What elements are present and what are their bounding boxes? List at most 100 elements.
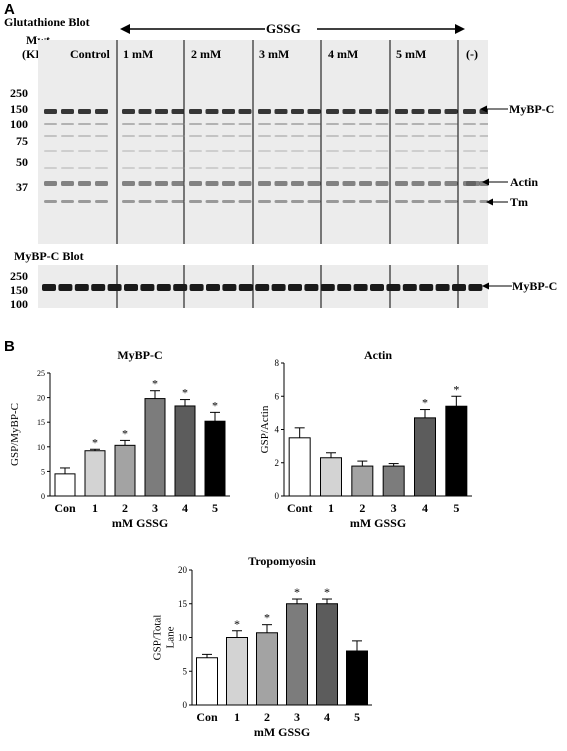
band-mybpc xyxy=(61,109,74,114)
band-tm xyxy=(342,200,356,203)
band-mybpc xyxy=(411,109,425,114)
band-mybpc-total xyxy=(419,284,434,291)
band-mybpc-total xyxy=(107,284,122,291)
band-55 xyxy=(205,167,219,169)
bar xyxy=(174,405,196,497)
band-mybpc xyxy=(463,109,476,114)
y-tick-label: 15 xyxy=(37,418,45,427)
band-actin xyxy=(138,181,152,186)
band-75 xyxy=(463,135,476,137)
significance-star: * xyxy=(324,585,330,599)
band-mybpc-total xyxy=(124,284,138,291)
y-tick-label: 20 xyxy=(37,394,45,403)
band-mybpc-total xyxy=(222,284,237,291)
band-75 xyxy=(258,135,271,137)
band-100 xyxy=(258,123,271,125)
band-tm xyxy=(359,200,372,203)
band-75 xyxy=(61,135,74,137)
band-mybpc-total xyxy=(42,284,56,291)
mw-marker-75: 75 xyxy=(16,134,28,148)
band-100 xyxy=(274,123,288,125)
y-tick-label: 0 xyxy=(275,491,280,501)
y-tick-label: 15 xyxy=(178,599,188,609)
band-60 xyxy=(326,150,339,152)
band-100 xyxy=(238,123,252,125)
band-100 xyxy=(44,123,57,125)
y-tick-label: 0 xyxy=(41,492,45,501)
band-75 xyxy=(395,135,408,137)
y-tick-label: 2 xyxy=(275,458,280,468)
band-75 xyxy=(189,135,202,137)
x-axis-label: mM GSSG xyxy=(350,516,406,530)
band-mybpc-total xyxy=(189,284,204,291)
bar xyxy=(382,465,405,497)
band-100 xyxy=(342,123,356,125)
y-axis-label-line: Lane xyxy=(164,626,176,648)
mw-marker-150: 150 xyxy=(10,102,28,116)
band-tm xyxy=(238,200,252,203)
band-100 xyxy=(428,123,441,125)
band-tm xyxy=(428,200,441,203)
band-mybpc xyxy=(78,109,91,114)
x-tick-label: 2 xyxy=(359,501,365,515)
band-tm xyxy=(122,200,135,203)
band-60 xyxy=(274,150,288,152)
band-actin xyxy=(326,181,339,186)
band-75 xyxy=(291,135,304,137)
band-55 xyxy=(395,167,408,169)
band-60 xyxy=(122,150,135,152)
band-label-actin: Actin xyxy=(510,175,538,189)
band-60 xyxy=(258,150,271,152)
band-100 xyxy=(291,123,304,125)
band-mybpc xyxy=(258,109,271,114)
band-tm xyxy=(222,200,235,203)
band-mybpc xyxy=(95,109,108,114)
glutathione-blot-title: Glutathione Blot xyxy=(4,15,90,29)
band-tm xyxy=(463,200,476,203)
band-55 xyxy=(238,167,252,169)
band-55 xyxy=(122,167,135,169)
band-tm xyxy=(444,200,458,203)
bar xyxy=(414,417,436,497)
band-actin xyxy=(395,181,408,186)
band-mybpc xyxy=(238,109,252,114)
band-100 xyxy=(155,123,168,125)
band-100 xyxy=(205,123,219,125)
band-60 xyxy=(428,150,441,152)
band-mybpc xyxy=(138,109,152,114)
band-55 xyxy=(78,167,91,169)
band-mybpc-total xyxy=(435,284,450,291)
band-60 xyxy=(307,150,321,152)
band-tm xyxy=(307,200,321,203)
y-tick-label: 10 xyxy=(37,443,45,452)
significance-star: * xyxy=(122,426,128,440)
bar xyxy=(196,657,218,706)
band-75 xyxy=(155,135,168,137)
y-axis-label: GSP/MyBP-C xyxy=(9,403,21,466)
bar xyxy=(445,405,468,497)
band-actin-negative xyxy=(466,181,480,186)
band-label-mybpc: MyBP-C xyxy=(509,102,555,116)
band-60 xyxy=(222,150,235,152)
band-label-tm: Tm xyxy=(510,195,528,209)
band-55 xyxy=(342,167,356,169)
panel-b-letter: B xyxy=(4,338,15,355)
band-mybpc xyxy=(171,109,185,114)
significance-star: * xyxy=(182,386,188,400)
band-mybpc-total xyxy=(402,284,417,291)
band-60 xyxy=(342,150,356,152)
x-tick-label: 4 xyxy=(182,501,188,515)
band-mybpc xyxy=(189,109,202,114)
band-mybpc-total xyxy=(140,284,155,291)
band-mybpc xyxy=(274,109,288,114)
band-60 xyxy=(444,150,458,152)
band-55 xyxy=(171,167,185,169)
band-actin xyxy=(44,181,57,186)
x-tick-label: 5 xyxy=(212,501,218,515)
mw-marker-250: 250 xyxy=(10,86,28,100)
band-actin xyxy=(95,181,108,186)
y-tick-label: 8 xyxy=(275,358,280,368)
y-tick-label: 10 xyxy=(178,633,188,643)
gssg-label: GSSG xyxy=(266,21,301,36)
y-axis-label: GSP/TotalLane xyxy=(152,615,177,661)
